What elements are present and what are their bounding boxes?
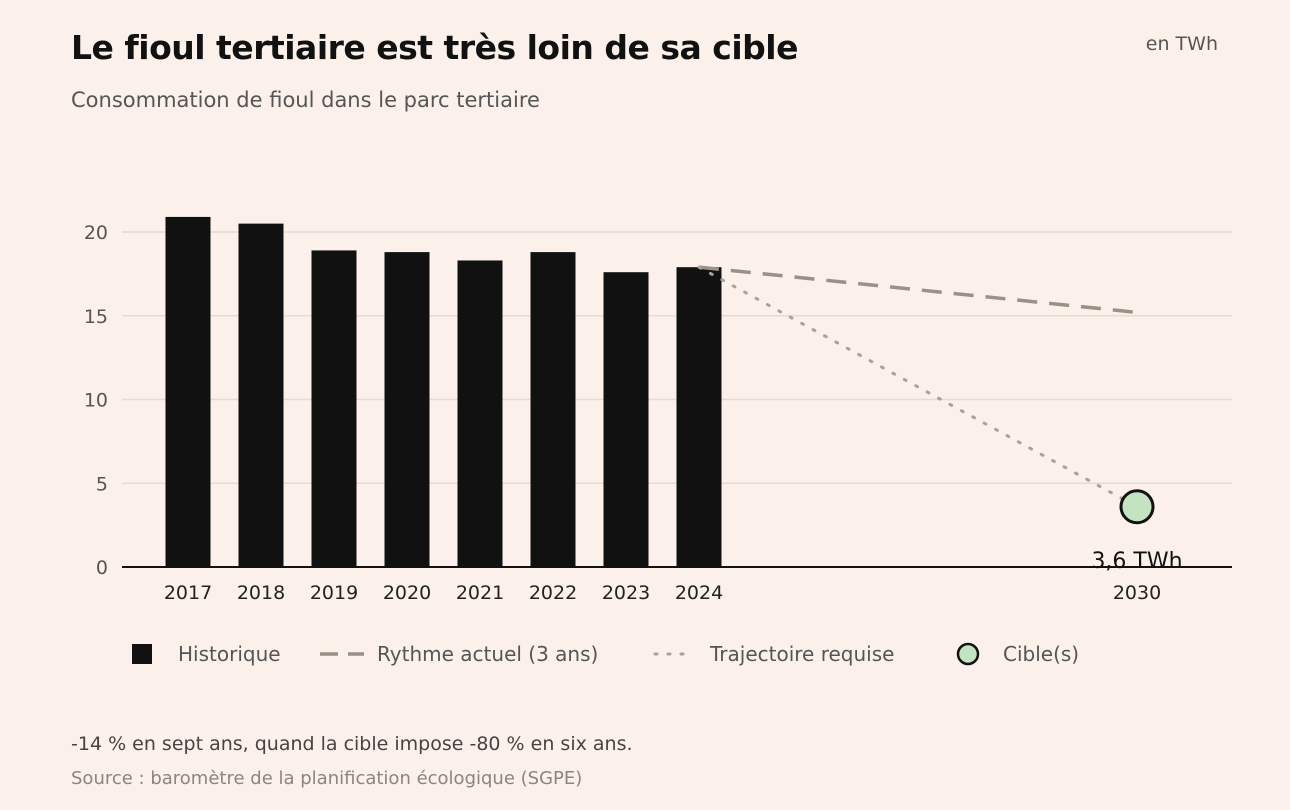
bar-2021 xyxy=(457,260,503,567)
x-tick-label-2022: 2022 xyxy=(529,582,577,604)
legend-label-current-pace: Rythme actuel (3 ans) xyxy=(377,642,598,666)
x-tick-label-2030: 2030 xyxy=(1113,582,1161,604)
x-tick-label-2023: 2023 xyxy=(602,582,650,604)
x-tick-label-2019: 2019 xyxy=(310,582,358,604)
bar-2023 xyxy=(603,272,649,567)
x-tick-label-2024: 2024 xyxy=(675,582,723,604)
trend-line-current-pace xyxy=(698,265,1138,315)
y-tick-label-10: 10 xyxy=(84,390,108,412)
bar-2022 xyxy=(530,252,576,567)
legend-label-target: Cible(s) xyxy=(1003,642,1079,666)
x-tick-label-2020: 2020 xyxy=(383,582,431,604)
y-tick-label-0: 0 xyxy=(96,557,108,579)
legend-swatch-historique xyxy=(132,644,152,664)
legend-label-historique: Historique xyxy=(178,642,281,666)
chart-subtitle: Consommation de fioul dans le parc terti… xyxy=(71,88,540,112)
bar-2020 xyxy=(384,252,430,567)
target-point-2030 xyxy=(1119,489,1155,525)
target-annotation: 3,6 TWh xyxy=(1091,549,1182,574)
bar-2024 xyxy=(676,267,722,567)
x-tick-label-2017: 2017 xyxy=(164,582,212,604)
y-tick-label-20: 20 xyxy=(84,222,108,244)
bar-2019 xyxy=(311,250,357,568)
legend-swatch-target xyxy=(956,642,980,666)
x-tick-label-2021: 2021 xyxy=(456,582,504,604)
chart-title: Le fioul tertiaire est très loin de sa c… xyxy=(71,28,798,67)
y-tick-label-15: 15 xyxy=(84,306,108,328)
legend-label-required-trajectory: Trajectoire requise xyxy=(709,642,894,666)
bar-2018 xyxy=(238,223,284,567)
unit-label: en TWh xyxy=(1145,33,1218,55)
trend-line-required-trajectory xyxy=(697,265,1139,509)
y-tick-label-5: 5 xyxy=(96,473,108,495)
chart-source: Source : baromètre de la planification é… xyxy=(71,768,583,789)
x-tick-label-2018: 2018 xyxy=(237,582,285,604)
chart-note: -14 % en sept ans, quand la cible impose… xyxy=(71,733,633,755)
bar-2017 xyxy=(165,216,211,568)
